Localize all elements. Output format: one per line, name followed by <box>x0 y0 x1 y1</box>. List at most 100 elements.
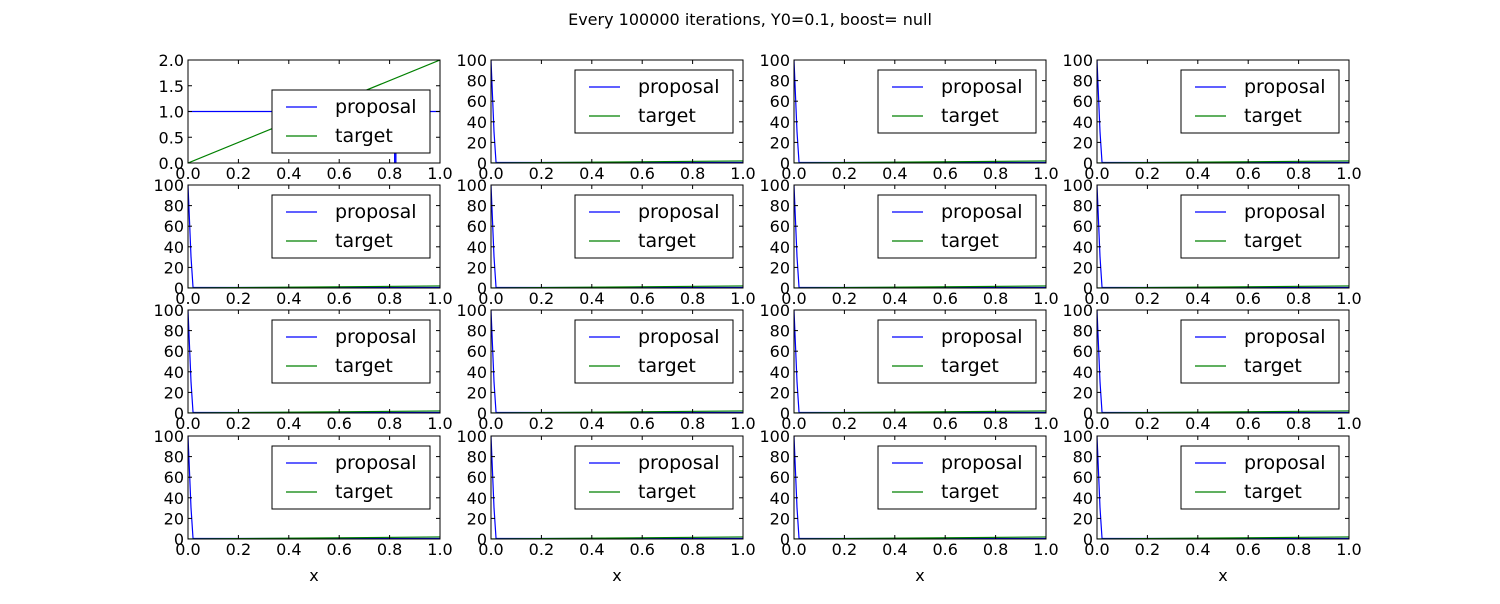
x-tick-label: 0.6 <box>629 164 654 183</box>
legend-label-target: target <box>335 355 393 377</box>
x-tick-label: 0.4 <box>1185 414 1210 433</box>
legend: proposal target <box>877 445 1037 510</box>
legend-box <box>877 319 1037 384</box>
x-tick-label: 0.4 <box>882 164 907 183</box>
y-tick-label: 80 <box>164 448 184 467</box>
x-tick-label: 0.6 <box>629 540 654 559</box>
y-tick-label: 100 <box>456 176 487 195</box>
x-tick-label: 0.6 <box>326 540 351 559</box>
y-tick-label: 40 <box>467 238 487 257</box>
y-tick-label: 0 <box>1083 279 1093 298</box>
y-tick-label: 100 <box>759 176 790 195</box>
y-tick-label: 20 <box>1073 133 1093 152</box>
x-tick-label: 0.2 <box>529 289 554 308</box>
legend-label-proposal: proposal <box>638 452 720 474</box>
y-tick-label: 20 <box>467 258 487 277</box>
y-tick-label: 40 <box>467 489 487 508</box>
legend: proposal target <box>271 194 431 259</box>
legend-label-target: target <box>638 230 696 252</box>
y-tick-label: 40 <box>1073 238 1093 257</box>
legend-label-proposal: proposal <box>941 76 1023 98</box>
y-tick-label: 40 <box>1073 489 1093 508</box>
legend-label-target: target <box>941 230 999 252</box>
y-tick-label: 100 <box>1062 51 1093 70</box>
axes-frame <box>793 435 1047 540</box>
axes-frame <box>1096 184 1350 289</box>
y-tick-label: 60 <box>1073 342 1093 361</box>
x-tick-label: 0.0 <box>781 414 806 433</box>
legend-label-target: target <box>638 481 696 503</box>
legend: proposal target <box>877 69 1037 134</box>
y-tick-label: 100 <box>759 427 790 446</box>
axes-frame <box>1096 59 1350 164</box>
x-tick-label: 0.0 <box>781 164 806 183</box>
y-tick-label: 60 <box>164 217 184 236</box>
x-tick-label: 0.8 <box>680 414 705 433</box>
legend: proposal target <box>271 445 431 510</box>
y-tick-label: 20 <box>164 258 184 277</box>
legend-box <box>574 319 734 384</box>
y-tick-label: 40 <box>770 363 790 382</box>
y-tick-label: 80 <box>467 448 487 467</box>
x-tick-label: 0.8 <box>377 414 402 433</box>
legend-box <box>271 194 431 259</box>
x-tick-label: 0.8 <box>680 540 705 559</box>
x-tick-label: 1.0 <box>1033 414 1058 433</box>
y-tick-label: 40 <box>164 489 184 508</box>
y-tick-label: 0 <box>780 279 790 298</box>
y-tick-label: 1.0 <box>159 103 184 122</box>
y-tick-label: 20 <box>770 258 790 277</box>
y-tick-label: 20 <box>164 383 184 402</box>
x-tick-label: 0.8 <box>1286 540 1311 559</box>
x-tick-label: 0.8 <box>1286 164 1311 183</box>
x-tick-label: 0.8 <box>983 164 1008 183</box>
x-tick-label: 1.0 <box>1033 164 1058 183</box>
x-tick-label: 0.4 <box>579 164 604 183</box>
x-tick-label: 0.2 <box>1135 289 1160 308</box>
y-tick-label: 80 <box>164 322 184 341</box>
x-tick-label: 1.0 <box>1336 164 1361 183</box>
y-tick-label: 80 <box>467 197 487 216</box>
y-tick-label: 0 <box>477 404 487 423</box>
y-tick-label: 20 <box>164 509 184 528</box>
y-tick-label: 100 <box>456 51 487 70</box>
x-tick-label: 0.4 <box>882 289 907 308</box>
y-tick-label: 40 <box>164 238 184 257</box>
y-tick-label: 60 <box>770 468 790 487</box>
y-tick-label: 0 <box>780 404 790 423</box>
legend-label-target: target <box>941 481 999 503</box>
y-tick-label: 100 <box>456 427 487 446</box>
legend: proposal target <box>271 319 431 384</box>
legend: proposal target <box>877 319 1037 384</box>
legend: proposal target <box>877 194 1037 259</box>
x-tick-label: 0.0 <box>1084 164 1109 183</box>
x-tick-label: 1.0 <box>730 414 755 433</box>
y-tick-label: 0 <box>477 154 487 173</box>
y-tick-label: 0 <box>780 154 790 173</box>
legend-label-target: target <box>1244 481 1302 503</box>
axes-frame <box>187 435 441 540</box>
axes-frame <box>793 59 1047 164</box>
y-tick-label: 0 <box>477 530 487 549</box>
legend-label-proposal: proposal <box>941 452 1023 474</box>
y-tick-label: 40 <box>164 363 184 382</box>
legend-box <box>574 194 734 259</box>
legend: proposal target <box>574 69 734 134</box>
y-tick-label: 60 <box>1073 92 1093 111</box>
x-tick-label: 0.2 <box>832 289 857 308</box>
legend-label-proposal: proposal <box>1244 76 1326 98</box>
x-tick-label: 0.8 <box>377 289 402 308</box>
x-tick-label: 0.6 <box>629 289 654 308</box>
legend-label-proposal: proposal <box>638 326 720 348</box>
x-tick-label: 0.8 <box>680 164 705 183</box>
y-tick-label: 0 <box>1083 530 1093 549</box>
legend-label-proposal: proposal <box>941 326 1023 348</box>
x-tick-label: 0.2 <box>1135 164 1160 183</box>
